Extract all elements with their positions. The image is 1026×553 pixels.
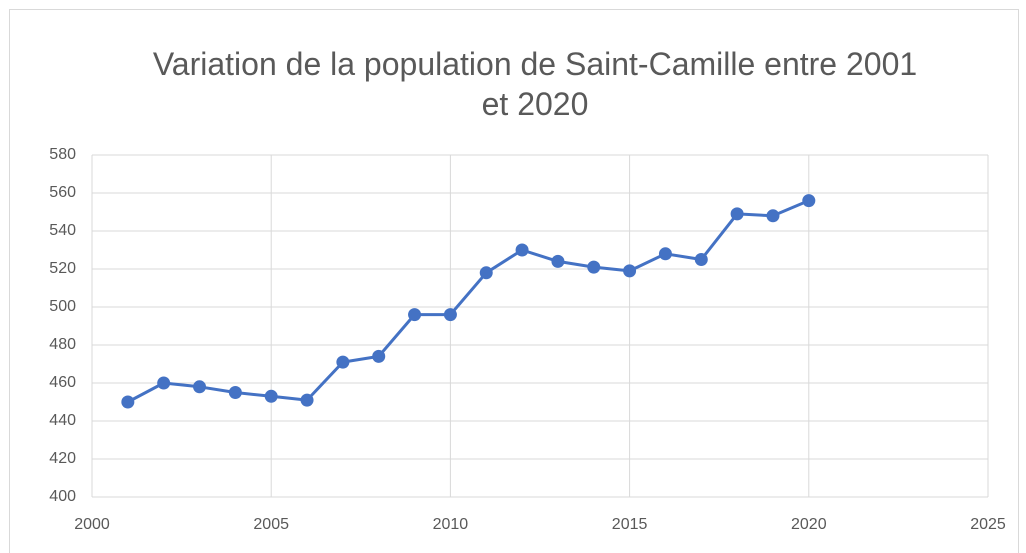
- data-point: [515, 243, 529, 257]
- data-point: [694, 253, 708, 266]
- data-point: [802, 194, 816, 208]
- data-point: [228, 386, 242, 399]
- chart-title: Variation de la population de Saint-Cami…: [152, 46, 918, 122]
- x-tick-label: 2020: [791, 516, 827, 533]
- data-point: [336, 355, 350, 369]
- data-point: [479, 266, 493, 280]
- x-tick-label: 2000: [74, 516, 110, 533]
- x-tick-label: 2025: [970, 516, 1006, 533]
- data-point: [587, 260, 601, 274]
- x-tick-label: 2010: [433, 516, 469, 533]
- data-point: [730, 207, 744, 221]
- y-tick-label: 440: [49, 412, 76, 429]
- data-point: [193, 380, 207, 394]
- data-point: [157, 376, 171, 390]
- y-tick-label: 460: [49, 374, 76, 391]
- data-point: [300, 393, 314, 407]
- x-tick-label: 2015: [612, 516, 648, 533]
- data-point: [551, 254, 565, 268]
- y-tick-label: 520: [49, 260, 76, 277]
- y-tick-label: 560: [49, 184, 76, 201]
- data-point: [408, 308, 422, 322]
- x-tick-label: 2005: [253, 516, 289, 533]
- y-tick-label: 540: [49, 222, 76, 239]
- y-tick-label: 480: [49, 336, 76, 353]
- data-point: [443, 308, 457, 322]
- data-point: [623, 264, 637, 278]
- data-point: [121, 395, 135, 409]
- y-tick-label: 420: [49, 450, 76, 467]
- data-point: [766, 209, 780, 223]
- y-tick-label: 500: [49, 298, 76, 315]
- y-tick-label: 580: [49, 146, 76, 163]
- y-tick-label: 400: [49, 488, 76, 505]
- data-point: [658, 247, 672, 261]
- data-point: [372, 349, 386, 363]
- chart-frame: [9, 9, 1019, 553]
- data-point: [264, 389, 278, 403]
